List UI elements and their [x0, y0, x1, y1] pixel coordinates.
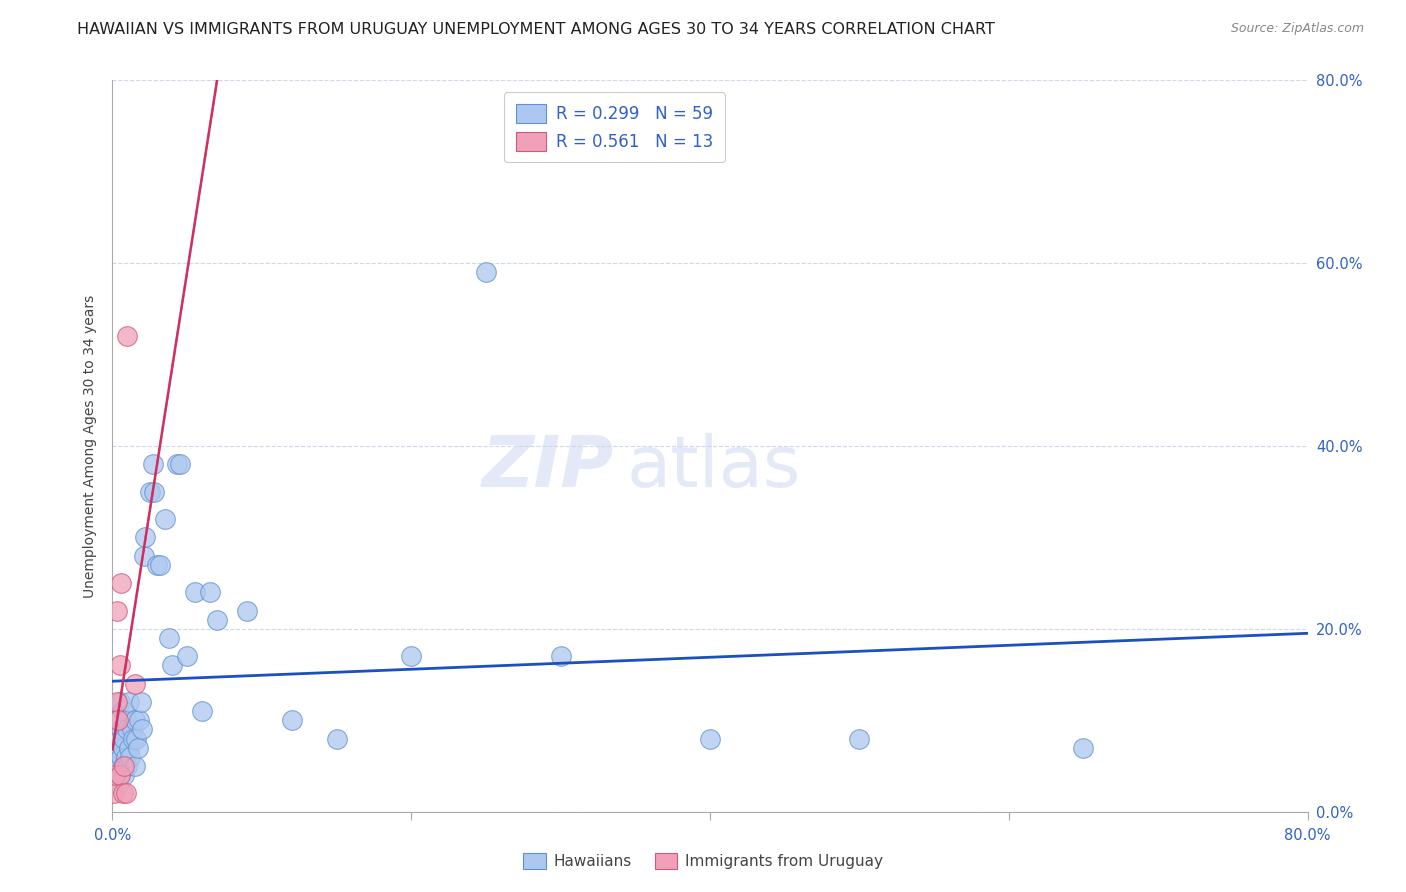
Point — [699, 731, 721, 746]
Point — [103, 787, 125, 801]
Point — [115, 787, 138, 801]
Point — [107, 740, 129, 755]
Point — [162, 658, 183, 673]
Point — [127, 740, 149, 755]
Point — [401, 649, 423, 664]
Point — [115, 749, 138, 764]
Point — [125, 731, 148, 746]
Point — [104, 731, 127, 746]
Point — [325, 731, 347, 746]
Point — [1073, 740, 1095, 755]
Point — [103, 768, 125, 782]
Text: atlas: atlas — [627, 434, 801, 502]
Point — [128, 714, 150, 728]
Point — [114, 731, 135, 746]
Point — [115, 714, 138, 728]
Point — [146, 558, 169, 572]
Point — [108, 658, 131, 673]
Point — [142, 457, 165, 471]
Point — [117, 759, 139, 773]
Point — [176, 649, 198, 664]
Point — [550, 649, 572, 664]
Point — [111, 740, 134, 755]
Point — [157, 631, 180, 645]
Point — [104, 749, 127, 764]
Point — [108, 731, 131, 746]
Point — [134, 530, 156, 544]
Legend: R = 0.299   N = 59, R = 0.561   N = 13: R = 0.299 N = 59, R = 0.561 N = 13 — [505, 92, 724, 162]
Point — [117, 723, 139, 737]
Text: ZIP: ZIP — [482, 434, 614, 502]
Point — [166, 457, 188, 471]
Point — [117, 329, 139, 343]
Text: HAWAIIAN VS IMMIGRANTS FROM URUGUAY UNEMPLOYMENT AMONG AGES 30 TO 34 YEARS CORRE: HAWAIIAN VS IMMIGRANTS FROM URUGUAY UNEM… — [77, 22, 995, 37]
Point — [281, 714, 304, 728]
Point — [129, 695, 152, 709]
Point — [114, 768, 135, 782]
Point — [205, 613, 228, 627]
Point — [118, 695, 141, 709]
Point — [124, 714, 146, 728]
Point — [153, 512, 176, 526]
Point — [105, 714, 128, 728]
Point — [198, 585, 221, 599]
Legend: Hawaiians, Immigrants from Uruguay: Hawaiians, Immigrants from Uruguay — [517, 847, 889, 875]
Point — [108, 695, 131, 709]
Point — [143, 484, 166, 499]
Point — [124, 759, 146, 773]
Point — [236, 603, 259, 617]
Point — [183, 585, 205, 599]
Point — [149, 558, 172, 572]
Point — [107, 777, 129, 791]
Point — [131, 723, 153, 737]
Point — [169, 457, 191, 471]
Point — [110, 723, 132, 737]
Point — [191, 704, 214, 718]
Y-axis label: Unemployment Among Ages 30 to 34 years: Unemployment Among Ages 30 to 34 years — [83, 294, 97, 598]
Point — [114, 759, 135, 773]
Point — [107, 714, 129, 728]
Point — [475, 265, 498, 279]
Point — [104, 768, 127, 782]
Point — [121, 723, 143, 737]
Point — [118, 740, 141, 755]
Point — [132, 549, 155, 563]
Point — [120, 749, 142, 764]
Point — [110, 749, 132, 764]
Point — [105, 603, 128, 617]
Point — [124, 676, 146, 690]
Point — [105, 695, 128, 709]
Point — [108, 768, 131, 782]
Point — [111, 759, 134, 773]
Point — [122, 731, 145, 746]
Point — [110, 576, 132, 591]
Point — [111, 704, 134, 718]
Point — [848, 731, 870, 746]
Text: Source: ZipAtlas.com: Source: ZipAtlas.com — [1230, 22, 1364, 36]
Point — [108, 768, 131, 782]
Point — [111, 787, 134, 801]
Point — [139, 484, 162, 499]
Point — [105, 759, 128, 773]
